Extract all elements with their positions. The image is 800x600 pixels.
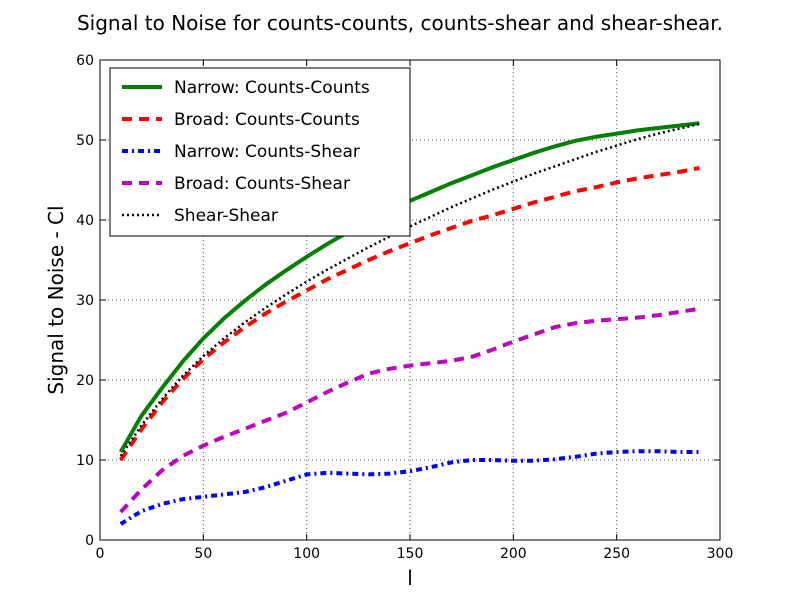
legend-label-5: Shear-Shear xyxy=(174,206,278,226)
x-tick-label: 150 xyxy=(397,546,424,562)
legend-label-3: Narrow: Counts-Shear xyxy=(174,142,360,162)
y-tick-label: 40 xyxy=(76,213,94,229)
y-tick-label: 10 xyxy=(76,453,94,469)
x-tick-label: 100 xyxy=(293,546,320,562)
axes: 0 50 100 150 200 250 300 0 10 20 30 40 50 60 xyxy=(76,53,733,562)
x-tick-label: 50 xyxy=(194,546,212,562)
x-axis-title: l xyxy=(407,566,413,590)
y-tick-label: 30 xyxy=(76,293,94,309)
x-tick-label: 200 xyxy=(500,546,527,562)
x-tick-label: 250 xyxy=(603,546,630,562)
x-tick-label: 0 xyxy=(96,546,105,562)
x-tick-label: 300 xyxy=(707,546,734,562)
series-line-4 xyxy=(119,306,700,514)
y-axis-title: Signal to Noise - Cl xyxy=(44,205,68,394)
y-tick-label: 0 xyxy=(85,533,94,549)
legend-label-4: Broad: Counts-Shear xyxy=(174,174,350,194)
y-tick-label: 60 xyxy=(76,53,94,69)
series-line-2 xyxy=(119,166,700,462)
legend-label-2: Broad: Counts-Counts xyxy=(174,110,360,130)
legend: Narrow: Counts-Counts Broad: Counts-Count… xyxy=(109,67,411,237)
y-tick-label: 20 xyxy=(76,373,94,389)
y-tick-label: 50 xyxy=(76,133,94,149)
legend-label-1: Narrow: Counts-Counts xyxy=(174,78,370,98)
series-line-3 xyxy=(119,449,700,526)
chart-title: Signal to Noise for counts-counts, count… xyxy=(77,11,723,35)
